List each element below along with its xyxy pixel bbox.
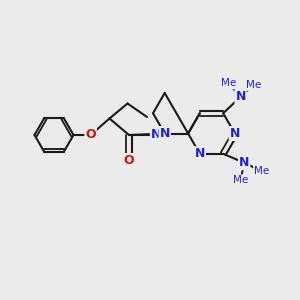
Text: Me: Me bbox=[233, 175, 248, 185]
Text: Me: Me bbox=[254, 166, 269, 176]
Text: N: N bbox=[236, 90, 246, 103]
Text: O: O bbox=[85, 128, 96, 142]
Text: O: O bbox=[124, 154, 134, 167]
Text: N: N bbox=[160, 127, 170, 140]
Text: N: N bbox=[151, 128, 161, 142]
Text: N: N bbox=[230, 127, 240, 140]
Text: N: N bbox=[239, 156, 249, 169]
Text: N: N bbox=[195, 147, 205, 160]
Text: Me: Me bbox=[221, 79, 236, 88]
Text: Me: Me bbox=[246, 80, 261, 90]
